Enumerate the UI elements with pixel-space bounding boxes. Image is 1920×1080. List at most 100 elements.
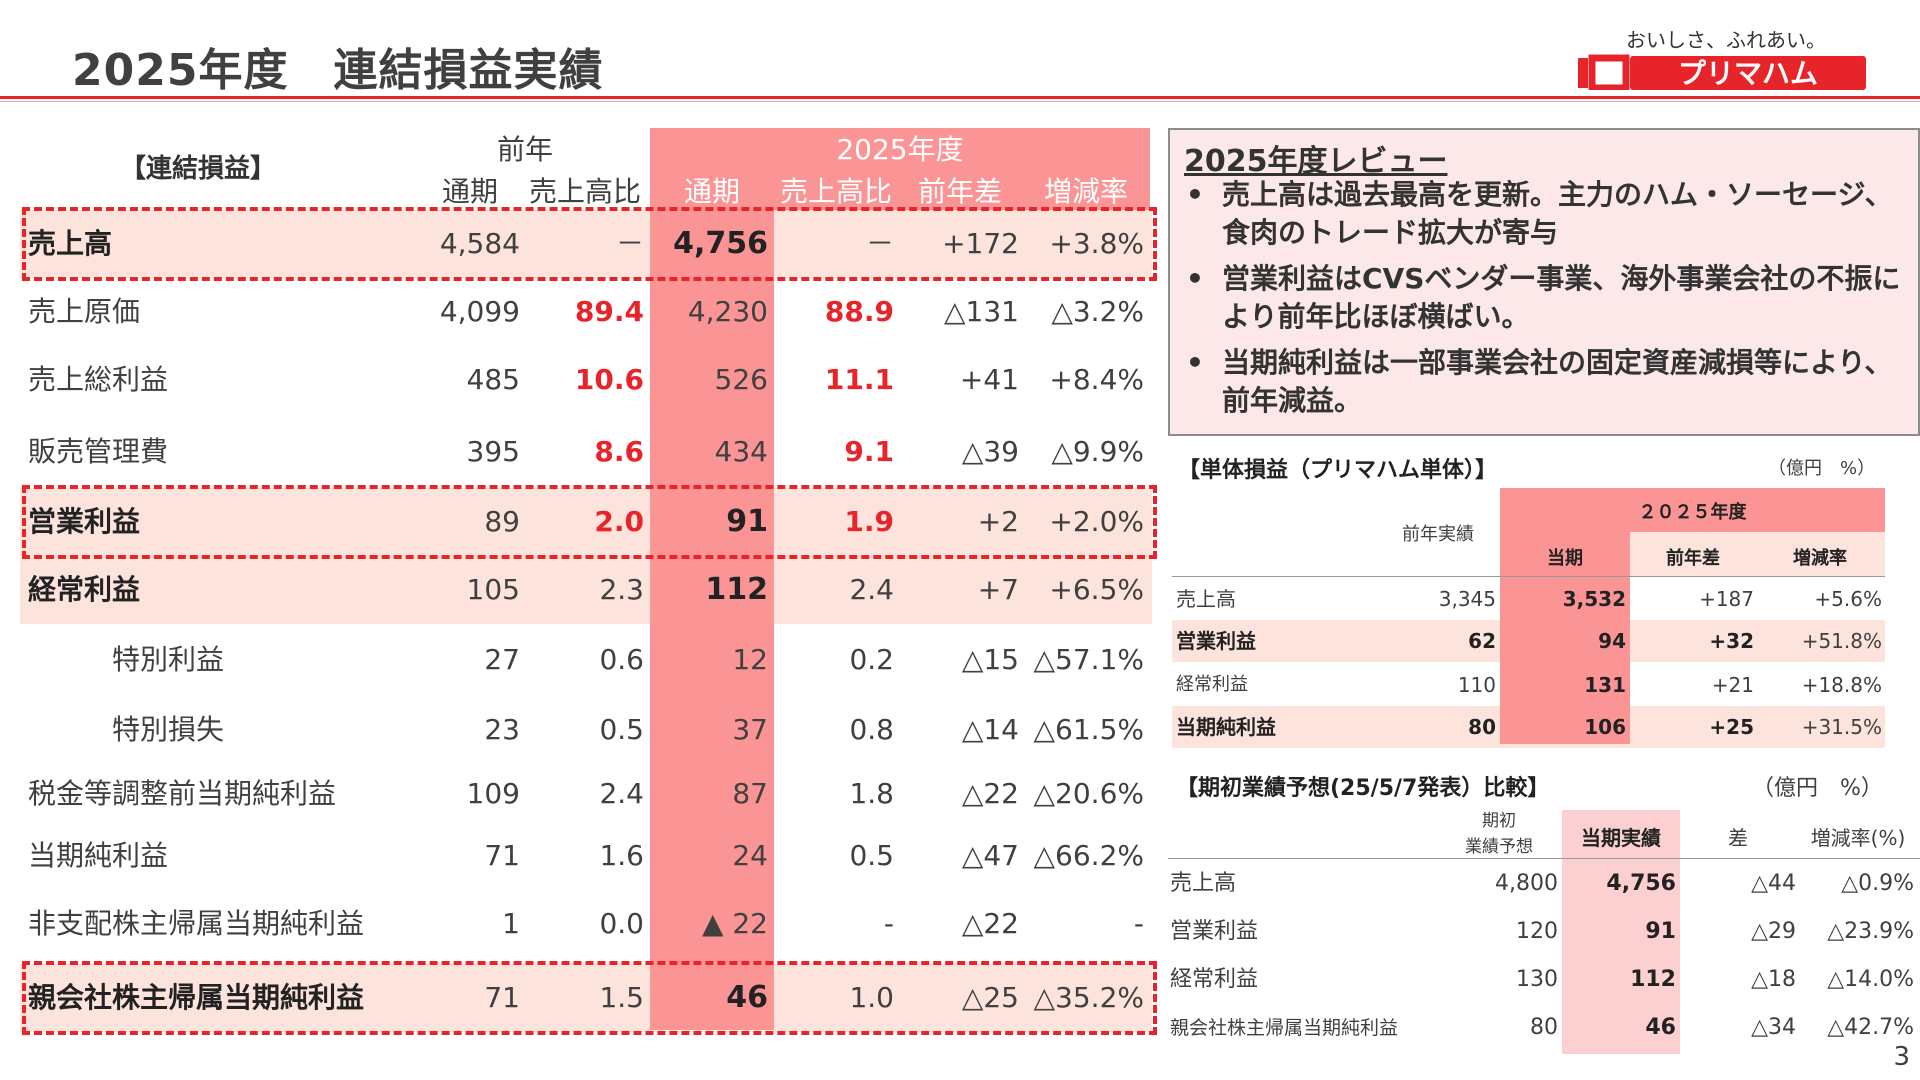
cur-value: 3,532 xyxy=(1562,587,1626,611)
cur-value: 106 xyxy=(1584,715,1626,739)
col-header-rate: 増減率 xyxy=(1043,175,1128,208)
cur-value: 4,230 xyxy=(687,295,768,328)
cur-ratio: 9.1 xyxy=(844,435,894,468)
cur-ratio: 88.9 xyxy=(824,295,894,328)
rate-value: +5.6% xyxy=(1814,587,1882,611)
table-row: 販売管理費 395 8.6 434 9.1 △39 △9.9% xyxy=(0,418,1160,486)
prev-ratio: 2.0 xyxy=(594,505,644,538)
diff-value: +32 xyxy=(1709,629,1754,653)
diff-value: △25 xyxy=(961,981,1019,1014)
cur-ratio: - xyxy=(883,907,894,940)
col-header-cur-full: 通期 xyxy=(683,175,740,208)
header-rule-thin xyxy=(0,101,1920,102)
prev-value: 3,345 xyxy=(1438,587,1496,611)
row-label: 特別利益 xyxy=(112,643,225,676)
prev-ratio: 8.6 xyxy=(594,435,644,468)
rate-value: △14.0% xyxy=(1827,967,1914,992)
rate-value: +2.0% xyxy=(1049,505,1144,538)
cur-value: 526 xyxy=(714,363,768,396)
prev-ratio: 0.0 xyxy=(599,907,644,940)
company-logo: プリマハム xyxy=(1578,54,1866,90)
cur-ratio: 2.4 xyxy=(849,573,894,606)
diff-value: △15 xyxy=(961,643,1019,676)
prev-year-header: 前年 xyxy=(496,133,553,166)
diff-value: △22 xyxy=(961,907,1019,940)
cur-ratio: 0.5 xyxy=(849,839,894,872)
prev-value: 105 xyxy=(466,573,520,606)
row-label: 当期純利益 xyxy=(28,839,169,872)
row-label: 営業利益 xyxy=(28,505,141,538)
cur-ratio: 1.9 xyxy=(844,505,894,538)
page-number: 3 xyxy=(1893,1042,1910,1072)
prev-ratio: 1.5 xyxy=(599,981,644,1014)
prev-value: 71 xyxy=(484,981,520,1014)
plan-value: 130 xyxy=(1516,967,1558,992)
header-rule xyxy=(0,96,1920,99)
rate-value: △20.6% xyxy=(1033,777,1144,810)
diff-value: △22 xyxy=(961,777,1019,810)
row-label: 経常利益 xyxy=(28,573,141,606)
prev-value: 395 xyxy=(466,435,520,468)
col-header-plan-line1: 期初 xyxy=(1482,811,1516,831)
diff-value: +2 xyxy=(977,505,1019,538)
table-row: 当期純利益 80 106 +25 +31.5% xyxy=(0,706,1920,748)
table-row: 特別損失 23 0.5 37 0.8 △14 △61.5% xyxy=(0,696,1160,764)
prev-ratio: 2.4 xyxy=(599,777,644,810)
row-label: 販売管理費 xyxy=(28,435,169,468)
plan-value: 4,800 xyxy=(1495,871,1558,896)
rate-value: △42.7% xyxy=(1827,1015,1914,1040)
cur-ratio: － xyxy=(865,227,894,260)
row-band-parent xyxy=(20,964,1152,1032)
page-title: 2025年度 連結損益実績 xyxy=(72,45,604,96)
cur-value: 37 xyxy=(732,713,768,746)
forecast-unit: （億円 %） xyxy=(1752,776,1883,801)
cur-ratio: 1.0 xyxy=(849,981,894,1014)
prev-ratio: 1.6 xyxy=(599,839,644,872)
cur-value: 4,756 xyxy=(673,226,768,261)
consolidated-table: 【連結損益】 前年 2025年度 通期 売上高比 通期 売上高比 前年差 増減率… xyxy=(0,128,1160,1035)
prev-value: 4,584 xyxy=(439,227,520,260)
row-label: 経常利益 xyxy=(1170,967,1259,992)
diff-value: +41 xyxy=(959,363,1019,396)
diff-value: +7 xyxy=(977,573,1019,606)
cur-value: ▲ 22 xyxy=(701,907,768,940)
row-label: 売上総利益 xyxy=(28,363,169,396)
cur-value: 24 xyxy=(732,839,768,872)
prev-value: 1 xyxy=(502,907,520,940)
prev-value: 109 xyxy=(466,777,520,810)
col-header-actual: 当期実績 xyxy=(1581,826,1661,850)
table-row: 親会社株主帰属当期純利益 80 46 △34 △42.7% xyxy=(0,1004,1920,1052)
rate-value: +6.5% xyxy=(1049,573,1144,606)
diff-value: +21 xyxy=(1711,673,1754,697)
rate-value: △0.9% xyxy=(1841,871,1914,896)
prev-value: 62 xyxy=(1468,629,1496,653)
diff-value: +25 xyxy=(1709,715,1754,739)
prev-value: 4,099 xyxy=(439,295,520,328)
bullet-icon: • xyxy=(1186,346,1204,379)
bullet-icon: • xyxy=(1186,178,1204,211)
col-header-plan-line2: 業績予想 xyxy=(1465,837,1533,857)
header-rule xyxy=(1172,576,1885,577)
cur-value: 131 xyxy=(1584,673,1626,697)
cur-value: 434 xyxy=(714,435,768,468)
table-row: 親会社株主帰属当期純利益 71 1.5 46 1.0 △25 △35.2% xyxy=(0,964,1160,1032)
review-text: 売上高は過去最高を更新。主力のハム・ソーセージ、食肉のトレード拡大が寄与 xyxy=(1222,178,1893,249)
table-row: 売上原価 4,099 89.4 4,230 88.9 △131 △3.2% xyxy=(0,278,1160,346)
col-header-cur-ratio: 売上高比 xyxy=(779,175,892,208)
table-row: 経常利益 105 2.3 112 2.4 +7 +6.5% xyxy=(0,556,1160,624)
cur-value: 12 xyxy=(732,643,768,676)
table-row: 特別利益 27 0.6 12 0.2 △15 △57.1% xyxy=(0,626,1160,694)
rate-value: △23.9% xyxy=(1827,919,1914,944)
table-row: 経常利益 130 112 △18 △14.0% xyxy=(0,956,1920,1004)
cur-ratio: 0.8 xyxy=(849,713,894,746)
row-label: 営業利益 xyxy=(1176,629,1256,653)
diff-value: △14 xyxy=(961,713,1019,746)
prev-value: 71 xyxy=(484,839,520,872)
diff-value: △39 xyxy=(961,435,1019,468)
plan-value: 80 xyxy=(1530,1015,1558,1040)
current-year-header-highlight xyxy=(650,128,1150,210)
review-item: • 営業利益はCVSベンダー事業、海外事業会社の不振により前年比ほぼ横ばい。 xyxy=(1186,260,1906,336)
diff-value: +172 xyxy=(942,227,1019,260)
prev-ratio: 89.4 xyxy=(574,295,644,328)
table-row: 売上総利益 485 10.6 526 11.1 +41 +8.4% xyxy=(0,346,1160,414)
